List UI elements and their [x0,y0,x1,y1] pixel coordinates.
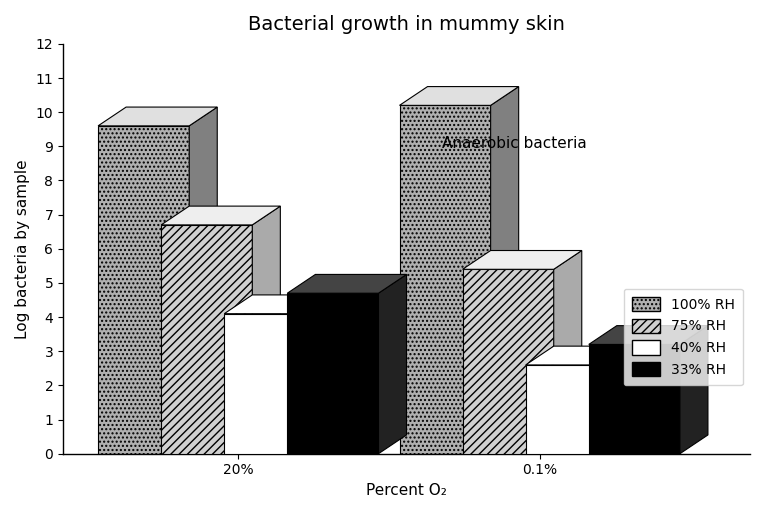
Bar [463,269,554,453]
Polygon shape [617,346,645,453]
Polygon shape [161,206,280,225]
Y-axis label: Log bacteria by sample: Log bacteria by sample [15,159,30,339]
Polygon shape [288,274,406,293]
Bar [526,365,617,453]
Bar [161,225,252,453]
Polygon shape [224,295,343,313]
Text: Anaerobic bacteria: Anaerobic bacteria [441,136,586,151]
Bar [98,126,189,453]
Polygon shape [252,206,280,453]
Bar [399,105,490,453]
Polygon shape [399,87,519,105]
X-axis label: Percent O₂: Percent O₂ [366,483,447,498]
Polygon shape [589,326,708,344]
Polygon shape [315,295,343,453]
Polygon shape [554,250,581,453]
Legend: 100% RH, 75% RH, 40% RH, 33% RH: 100% RH, 75% RH, 40% RH, 33% RH [623,289,743,385]
Bar [288,293,379,453]
Polygon shape [680,326,708,453]
Polygon shape [98,107,217,126]
Title: Bacterial growth in mummy skin: Bacterial growth in mummy skin [248,15,565,34]
Polygon shape [379,274,406,453]
Bar [224,313,315,453]
Bar [589,344,680,453]
Polygon shape [526,346,645,365]
Polygon shape [463,250,581,269]
Polygon shape [189,107,217,453]
Polygon shape [490,87,519,453]
